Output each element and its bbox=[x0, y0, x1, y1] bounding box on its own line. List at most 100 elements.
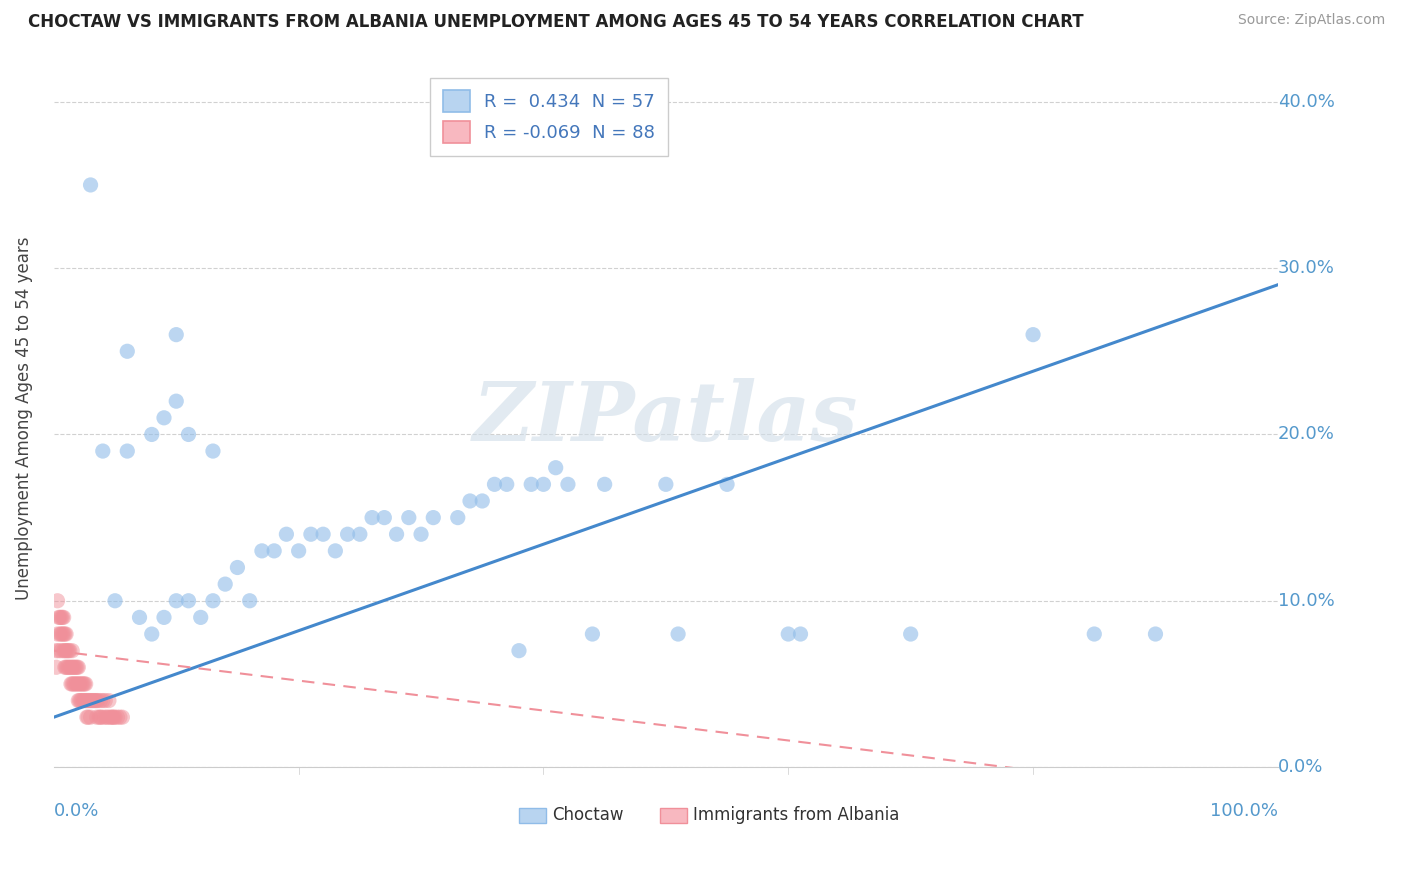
Point bbox=[495, 477, 517, 491]
Point bbox=[108, 710, 131, 724]
Point bbox=[59, 660, 82, 674]
Point bbox=[103, 710, 125, 724]
Point bbox=[79, 178, 101, 192]
Point bbox=[62, 677, 84, 691]
Point bbox=[128, 610, 150, 624]
Text: 0.0%: 0.0% bbox=[1278, 758, 1323, 776]
Point bbox=[79, 693, 101, 707]
Point bbox=[80, 693, 103, 707]
Point bbox=[53, 627, 76, 641]
Point bbox=[91, 444, 114, 458]
Point bbox=[49, 610, 72, 624]
Point bbox=[63, 677, 86, 691]
Point bbox=[361, 510, 384, 524]
Point bbox=[1022, 327, 1045, 342]
Point bbox=[447, 510, 470, 524]
Text: 0.0%: 0.0% bbox=[53, 802, 100, 820]
Point bbox=[789, 627, 811, 641]
Point bbox=[89, 693, 111, 707]
Point bbox=[716, 477, 738, 491]
Point bbox=[48, 610, 70, 624]
Point bbox=[226, 560, 249, 574]
Point bbox=[89, 710, 111, 724]
Text: Immigrants from Albania: Immigrants from Albania bbox=[693, 806, 900, 824]
Point bbox=[52, 610, 75, 624]
Point bbox=[325, 544, 347, 558]
Point bbox=[398, 510, 420, 524]
Point bbox=[117, 344, 139, 359]
Point bbox=[70, 693, 93, 707]
Point bbox=[533, 477, 555, 491]
Point bbox=[484, 477, 506, 491]
Point bbox=[101, 710, 124, 724]
Text: 40.0%: 40.0% bbox=[1278, 93, 1334, 111]
Point bbox=[55, 627, 77, 641]
FancyBboxPatch shape bbox=[519, 807, 546, 823]
Point bbox=[72, 677, 94, 691]
Point bbox=[62, 660, 84, 674]
Point bbox=[46, 594, 69, 608]
Point bbox=[53, 643, 76, 657]
Point bbox=[60, 643, 83, 657]
Point bbox=[581, 627, 603, 641]
Text: CHOCTAW VS IMMIGRANTS FROM ALBANIA UNEMPLOYMENT AMONG AGES 45 TO 54 YEARS CORREL: CHOCTAW VS IMMIGRANTS FROM ALBANIA UNEMP… bbox=[28, 13, 1084, 31]
Point bbox=[52, 627, 75, 641]
Point bbox=[94, 693, 117, 707]
Point bbox=[458, 494, 481, 508]
Point bbox=[165, 594, 187, 608]
Point bbox=[77, 710, 100, 724]
Point bbox=[77, 693, 100, 707]
Point bbox=[276, 527, 298, 541]
Point bbox=[177, 594, 200, 608]
Point bbox=[336, 527, 359, 541]
Point bbox=[49, 627, 72, 641]
Point bbox=[58, 660, 80, 674]
Point bbox=[83, 693, 105, 707]
Point bbox=[76, 693, 98, 707]
Point bbox=[60, 677, 83, 691]
Point bbox=[141, 627, 163, 641]
Point bbox=[89, 710, 111, 724]
Point bbox=[73, 693, 96, 707]
Point bbox=[153, 610, 176, 624]
Point bbox=[46, 627, 69, 641]
Point bbox=[63, 660, 86, 674]
Point bbox=[79, 710, 101, 724]
Point bbox=[263, 544, 285, 558]
Point bbox=[91, 693, 114, 707]
Point bbox=[59, 677, 82, 691]
Point bbox=[51, 610, 73, 624]
Text: ZIPatlas: ZIPatlas bbox=[472, 378, 859, 458]
Point bbox=[67, 660, 90, 674]
Point bbox=[373, 510, 395, 524]
Point bbox=[153, 410, 176, 425]
Point bbox=[51, 643, 73, 657]
Point bbox=[65, 660, 87, 674]
Point bbox=[104, 594, 127, 608]
Point bbox=[86, 710, 108, 724]
Point bbox=[56, 660, 79, 674]
Point bbox=[214, 577, 236, 591]
Point bbox=[900, 627, 922, 641]
Point bbox=[76, 710, 98, 724]
Point bbox=[107, 710, 129, 724]
Point bbox=[557, 477, 579, 491]
Point bbox=[141, 427, 163, 442]
Point bbox=[60, 660, 83, 674]
Point bbox=[409, 527, 432, 541]
Point bbox=[55, 660, 77, 674]
Point bbox=[544, 460, 567, 475]
Point bbox=[51, 610, 73, 624]
Legend: R =  0.434  N = 57, R = -0.069  N = 88: R = 0.434 N = 57, R = -0.069 N = 88 bbox=[430, 78, 668, 156]
Point bbox=[75, 693, 97, 707]
Point bbox=[96, 710, 118, 724]
Point bbox=[97, 693, 120, 707]
Point bbox=[73, 677, 96, 691]
Point bbox=[90, 710, 112, 724]
Point bbox=[56, 643, 79, 657]
FancyBboxPatch shape bbox=[659, 807, 686, 823]
Point bbox=[70, 677, 93, 691]
Point bbox=[666, 627, 689, 641]
Point bbox=[87, 693, 110, 707]
Point bbox=[1144, 627, 1167, 641]
